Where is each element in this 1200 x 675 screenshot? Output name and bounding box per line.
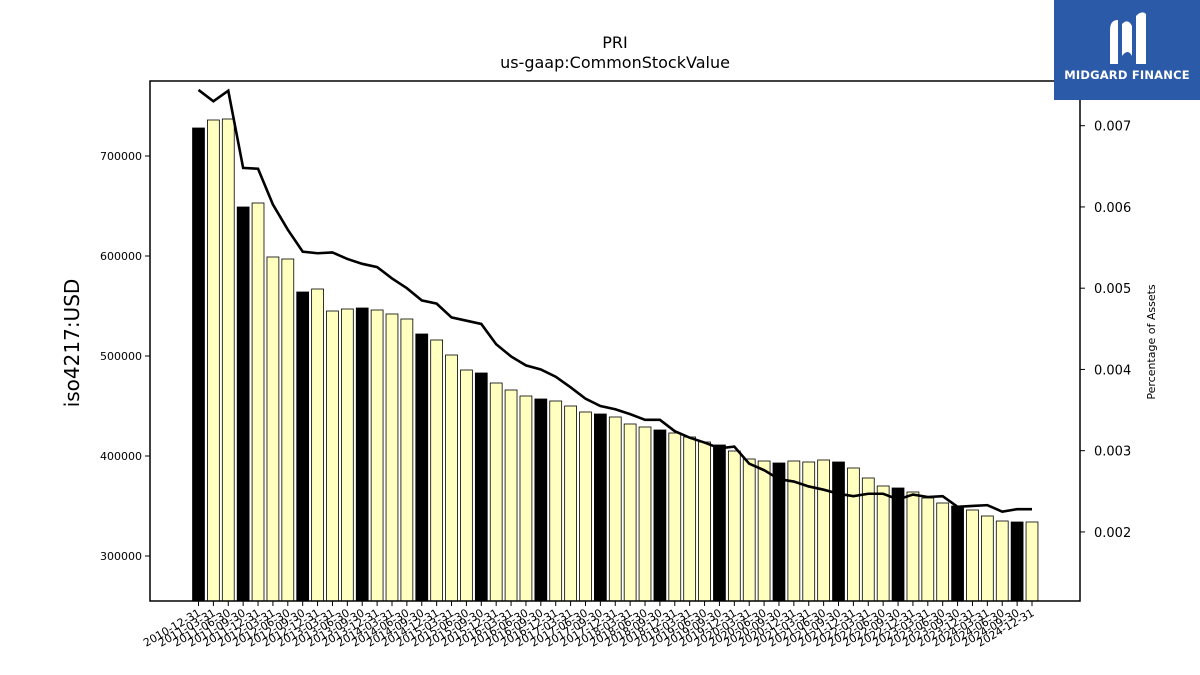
x-axis: 2010-12-312011-03-312011-06-302011-09-30… bbox=[141, 601, 1037, 650]
midgard-finance-logo: MIDGARD FINANCE bbox=[1054, 0, 1200, 100]
bar-2011-03-31 bbox=[207, 119, 220, 602]
logo-text: MIDGARD FINANCE bbox=[1064, 68, 1190, 82]
bar-2014-12-31 bbox=[430, 339, 444, 602]
y2-tick-label: 0.006 bbox=[1094, 201, 1131, 216]
pct-assets-line bbox=[197, 88, 1032, 513]
bar-2021-12-31 bbox=[847, 467, 860, 602]
line-group bbox=[197, 88, 1032, 513]
bar-2013-06-30 bbox=[340, 308, 354, 602]
y-axis-label: iso4217:USD bbox=[60, 279, 84, 408]
bar-2013-03-31 bbox=[326, 310, 339, 602]
bar-2018-09-30 bbox=[653, 429, 667, 602]
right-axis: 0.002 0.003 0.004 0.005 0.006 0.007 bbox=[1080, 120, 1131, 541]
bar-2021-03-31 bbox=[802, 461, 816, 602]
bar-2022-03-31 bbox=[861, 477, 875, 602]
bar-2016-06-30 bbox=[519, 395, 533, 602]
bar-2014-06-30 bbox=[400, 318, 414, 602]
bar-2013-12-31 bbox=[370, 309, 384, 602]
bar-2012-03-31 bbox=[266, 256, 280, 602]
bar-2017-12-31 bbox=[608, 416, 622, 602]
y-tick-label: 300000 bbox=[100, 550, 142, 563]
bar-2015-03-31 bbox=[445, 354, 458, 602]
bar-2024-06-30 bbox=[995, 520, 1009, 602]
bar-2019-06-30 bbox=[698, 441, 711, 602]
y-tick-label: 700000 bbox=[100, 150, 142, 163]
bar-2018-12-31 bbox=[668, 432, 682, 602]
bar-2019-09-30 bbox=[713, 444, 726, 602]
bar-2020-06-30 bbox=[757, 460, 771, 602]
y2-tick-label: 0.007 bbox=[1094, 120, 1131, 135]
bar-2012-06-30 bbox=[281, 258, 295, 602]
y2-tick-label: 0.003 bbox=[1094, 445, 1131, 460]
bar-2011-09-30 bbox=[236, 206, 250, 602]
bar-2015-06-30 bbox=[460, 369, 473, 602]
bar-2011-12-31 bbox=[251, 202, 265, 602]
bar-2021-06-30 bbox=[817, 459, 830, 602]
bar-2015-12-31 bbox=[489, 382, 503, 602]
bars-group bbox=[192, 118, 1039, 602]
y2-tick-label: 0.005 bbox=[1094, 282, 1131, 297]
bar-2021-09-30 bbox=[832, 461, 845, 602]
chart-title: PRI bbox=[602, 33, 627, 52]
bar-2015-09-30 bbox=[474, 372, 488, 602]
bar-2014-03-31 bbox=[385, 313, 399, 602]
bar-2017-06-30 bbox=[579, 411, 592, 602]
bar-2024-03-31 bbox=[980, 515, 994, 602]
bar-2017-09-30 bbox=[594, 413, 607, 602]
bar-2019-03-31 bbox=[683, 436, 697, 602]
y-tick-label: 500000 bbox=[100, 350, 142, 363]
bar-2024-09-30 bbox=[1010, 521, 1024, 602]
bar-2023-09-30 bbox=[951, 505, 964, 602]
bar-2016-09-30 bbox=[534, 398, 548, 602]
bar-2023-06-30 bbox=[936, 502, 950, 602]
bar-2012-09-30 bbox=[296, 291, 310, 602]
bar-2017-03-31 bbox=[564, 405, 577, 602]
y-tick-label: 400000 bbox=[100, 450, 142, 463]
left-axis: 300000 400000 500000 600000 700000 bbox=[100, 150, 150, 563]
bar-2022-06-30 bbox=[876, 485, 890, 602]
bar-2014-09-30 bbox=[415, 333, 429, 602]
bar-2010-12-31 bbox=[192, 127, 205, 602]
bar-2018-06-30 bbox=[638, 426, 652, 602]
bar-2020-09-30 bbox=[772, 462, 786, 602]
chart-subtitle: us-gaap:CommonStockValue bbox=[500, 53, 730, 72]
y2-tick-label: 0.004 bbox=[1094, 363, 1131, 378]
bar-2013-09-30 bbox=[355, 307, 369, 602]
bar-2012-12-31 bbox=[311, 288, 324, 602]
midgard-m-icon bbox=[1110, 12, 1146, 64]
bar-2023-12-31 bbox=[966, 509, 979, 602]
bar-2011-06-30 bbox=[221, 118, 235, 602]
bar-2016-12-31 bbox=[549, 400, 563, 602]
y-tick-label: 600000 bbox=[100, 250, 142, 263]
bar-2019-12-31 bbox=[727, 450, 741, 602]
bar-2016-03-31 bbox=[504, 389, 518, 602]
bar-2023-03-31 bbox=[921, 497, 935, 602]
bar-2020-03-31 bbox=[742, 458, 756, 602]
bar-2018-03-31 bbox=[623, 423, 637, 602]
bar-2024-12-31 bbox=[1025, 521, 1039, 602]
y2-axis-label: Percentage of Assets bbox=[1145, 284, 1158, 400]
bar-2022-12-31 bbox=[906, 491, 920, 602]
y2-tick-label: 0.002 bbox=[1094, 526, 1131, 541]
bar-2022-09-30 bbox=[891, 487, 905, 602]
